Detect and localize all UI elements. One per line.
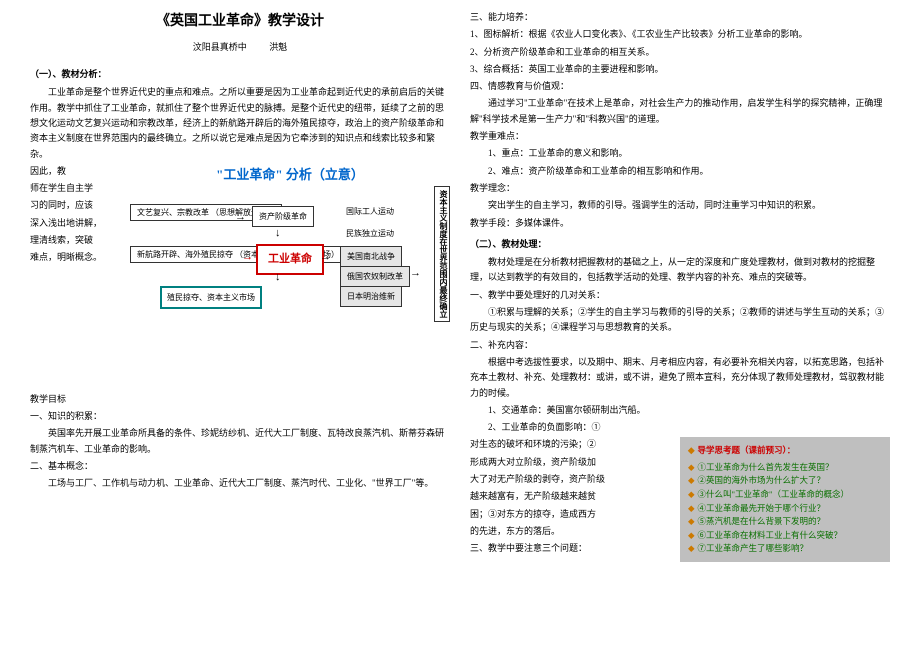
right-column: 三、能力培养： 1、图标解析：根据《农业人口变化表》、《工农业生产比较表》分析工… [460,10,900,640]
flow-line: 理清线索，突破 [30,233,120,248]
diamond-icon: ◆ [688,516,695,526]
diamond-icon: ◆ [688,475,695,485]
relations-head: 一、教学中要处理好的几对关系： [470,288,890,303]
flow-line: 师在学生自主学 [30,181,120,196]
arrow-icon: → [235,208,246,227]
node-russia-serf: 俄国农奴制改革 [340,266,410,288]
section-2-head: （二）、教材处理： [470,237,890,252]
knowledge-head: 一、知识的积累： [30,409,450,424]
section-2-para: 教材处理是在分析教材把握教材的基础之上，从一定的深度和广度处理教材，做到对教材的… [470,255,890,286]
supplement-item: 2、工业革命的负面影响：① [470,420,890,435]
preview-item: ◆③什么叫"工业革命"（工业革命的概念） [688,488,882,502]
node-intl-labor: 国际工人运动 [340,202,400,222]
node-bourgeois-rev: 资产阶级革命 [252,206,314,228]
knowledge-para: 英国率先开展工业革命所具备的条件、珍妮纺纱机、近代大工厂制度、瓦特改良蒸汽机、斯… [30,426,450,457]
preview-item: ◆⑥工业革命在材料工业上有什么突破？ [688,529,882,543]
hard-item: 2、难点：资产阶级革命和工业革命的相互影响和作用。 [470,164,890,179]
node-colonial: 殖民掠夺、资本主义市场 [160,286,262,310]
hard-item: 1、重点：工业革命的意义和影响。 [470,146,890,161]
basic-concepts-para: 工场与工厂、工作机与动力机、工业革命、近代大工厂制度、蒸汽时代、工业化、"世界工… [30,476,450,491]
section-1-head: （一）、教材分析： [30,67,450,82]
node-japan-meiji: 日本明治维新 [340,286,402,308]
arrow-icon: → [242,248,253,267]
flow-line: 深入浅出地讲解， [30,216,120,231]
doc-title: 《英国工业革命》教学设计 [30,10,450,34]
arrow-icon: ↓ [275,268,281,287]
ability-item: 2、分析资产阶级革命和工业革命的相互关系。 [470,45,890,60]
idea-head: 教学理念： [470,181,890,196]
byline-author: 洪魁 [269,42,287,52]
left-column: 《英国工业革命》教学设计 汶阳县真桥中 洪魁 （一）、教材分析： 工业革命是整个… [20,10,460,640]
flow-line: 因此，教 [30,164,120,179]
byline-school: 汶阳县真桥中 [193,42,247,52]
basic-concepts-head: 二、基本概念： [30,459,450,474]
arrow-icon: ↓ [275,224,281,243]
node-national-indep: 民族独立运动 [340,224,400,244]
ability-item: 3、综合概括：英国工业革命的主要进程和影响。 [470,62,890,77]
node-vertical-capitalism: 资本主义制度在世界范围内最终确立 [434,186,450,322]
diamond-icon: ◆ [688,503,695,513]
ability-item: 1、图标解析：根据《农业人口变化表》、《工农业生产比较表》分析工业革命的影响。 [470,27,890,42]
preview-item: ◆⑦工业革命产生了哪些影响？ [688,542,882,556]
concept-diagram: "工业革命" 分析（立意） 文艺复兴、宗教改革 （思想解放运动） → 资产阶级革… [130,164,450,324]
node-us-civil: 美国南北战争 [340,246,402,268]
flow-line: 习的同时，应该 [30,198,120,213]
diamond-icon: ◆ [688,543,695,553]
relations-para: ①积累与理解的关系；②学生的自主学习与教师的引导的关系；②教师的讲述与学生互动的… [470,305,890,336]
preview-box: ◆导学思考题（课前预习）： ◆①工业革命为什么首先发生在英国？ ◆②英国的海外市… [680,437,890,562]
diagram-title: "工业革命" 分析（立意） [130,164,450,186]
hard-head: 教学重难点： [470,129,890,144]
byline: 汶阳县真桥中 洪魁 [30,40,450,55]
arrow-icon: → [410,264,421,283]
supplement-head: 二、补充内容： [470,338,890,353]
preview-item: ◆⑤蒸汽机是在什么背景下发明的？ [688,515,882,529]
three-questions-block: ◆导学思考题（课前预习）： ◆①工业革命为什么首先发生在英国？ ◆②英国的海外市… [470,437,890,562]
method-line: 教学手段：多媒体课件。 [470,216,890,231]
supplement-para: 根据中考选拔性要求，以及期中、期末、月考相应内容，有必要补充相关内容，以拓宽思路… [470,355,890,401]
diamond-icon: ◆ [688,462,695,472]
preview-title-text: 导学思考题（课前预习）： [698,445,796,455]
ability-head: 三、能力培养： [470,10,890,25]
preview-item: ◆①工业革命为什么首先发生在英国？ [688,461,882,475]
diamond-icon: ◆ [688,445,695,455]
preview-title: ◆导学思考题（课前预习）： [688,443,882,457]
emotion-para: 通过学习"工业革命"在技术上是革命，对社会生产力的推动作用，启发学生科学的探究精… [470,96,890,127]
preview-item: ◆②英国的海外市场为什么扩大了？ [688,474,882,488]
emotion-head: 四、情感教育与价值观： [470,79,890,94]
idea-para: 突出学生的自主学习，教师的引导。强调学生的活动，同时注重学习中知识的积累。 [470,198,890,213]
flow-text: 因此，教 师在学生自主学 习的同时，应该 深入浅出地讲解， 理清线索，突破 难点… [30,164,120,268]
goals-head: 教学目标 [30,392,450,407]
preview-item: ◆④工业革命最先开始于哪个行业？ [688,502,882,516]
flow-line: 难点，明晰概念。 [30,250,120,265]
diamond-icon: ◆ [688,530,695,540]
supplement-item: 1、交通革命：美国富尔顿研制出汽船。 [470,403,890,418]
diamond-icon: ◆ [688,489,695,499]
section-1-para: 工业革命是整个世界近代史的重点和难点。之所以重要是因为工业革命起到近代史的承前启… [30,85,450,161]
diagram-wrap: 因此，教 师在学生自主学 习的同时，应该 深入浅出地讲解， 理清线索，突破 难点… [30,164,450,324]
node-industrial-rev: 工业革命 [256,244,324,275]
arrow-icon: → [320,248,331,267]
